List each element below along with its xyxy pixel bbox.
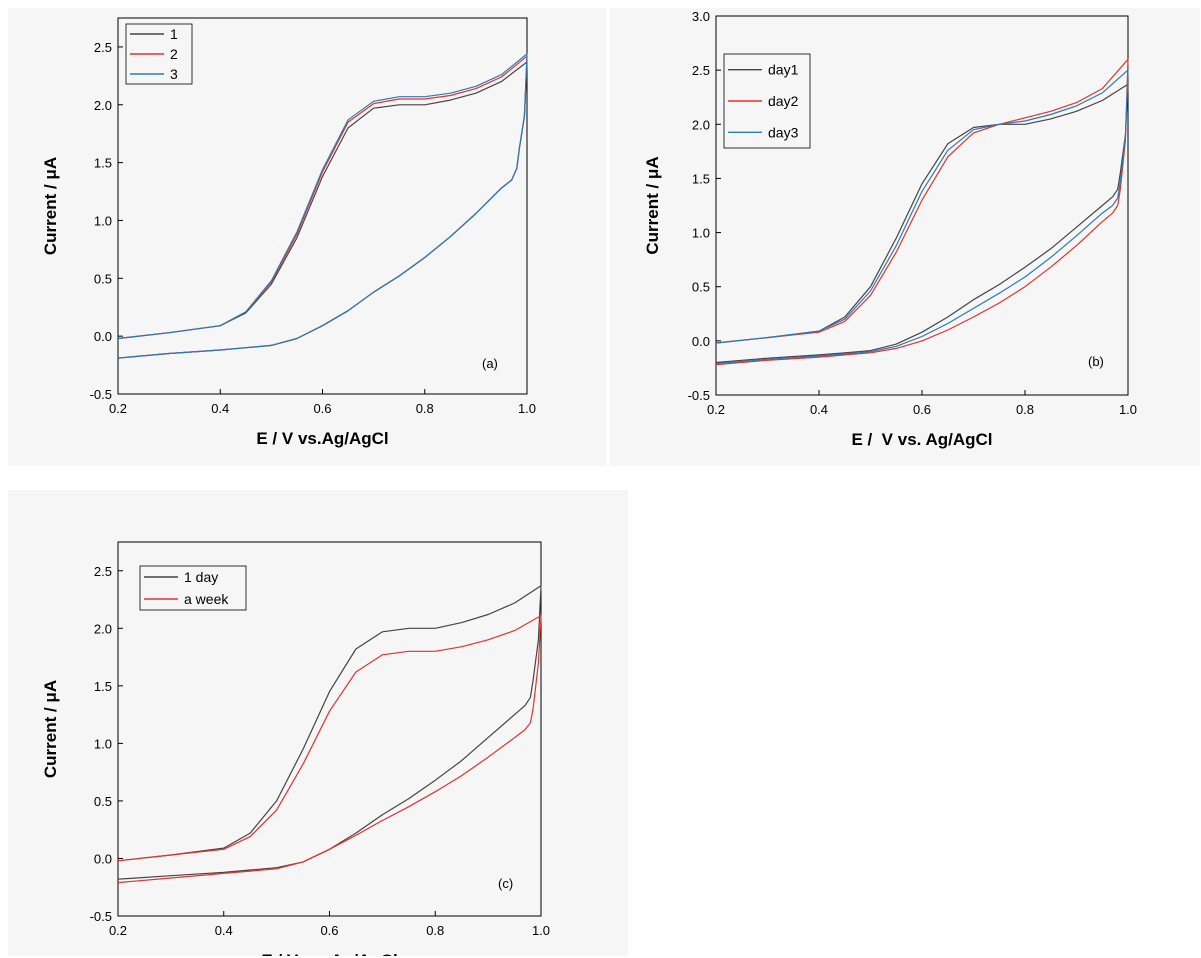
- y-tick-label: 0.5: [692, 280, 710, 295]
- y-axis-title: Current / μA: [643, 156, 662, 254]
- series-line-1: [117, 61, 528, 359]
- y-axis-title: Current / μA: [41, 680, 60, 778]
- x-axis-title: E / V vs. Ag/AgCl: [851, 430, 992, 449]
- y-tick-label: 1.5: [94, 156, 112, 171]
- legend-label: 1 day: [184, 569, 218, 585]
- y-tick-label: 0.0: [94, 329, 112, 344]
- panel-label: (c): [498, 876, 513, 891]
- chart-panel-a: 0.2 0.4 0.6 0.8 1.0 -0.5 0.0 0.5 1.0 1.5 2.0 2.5 E /…: [8, 8, 606, 466]
- x-tick-label: 0.6: [320, 923, 338, 938]
- x-tick-label: 0.2: [109, 401, 127, 416]
- x-tick-label: 0.4: [211, 401, 229, 416]
- y-tick-label: 1.5: [692, 171, 710, 186]
- x-tick-label: 0.8: [426, 923, 444, 938]
- y-tick-label: -0.5: [688, 388, 710, 403]
- y-tick-label: 2.5: [94, 564, 112, 579]
- series-line-3: [117, 53, 528, 359]
- chart-panel-b: 0.2 0.4 0.6 0.8 1.0 -0.5 0.0 0.5 1.0 1.5 2.0 2.5 3.0…: [610, 8, 1200, 466]
- legend-label: day3: [768, 124, 799, 140]
- y-tick-label: 3.0: [692, 9, 710, 24]
- series-line-1-day: [117, 585, 542, 880]
- chart-svg: 0.2 0.4 0.6 0.8 1.0 -0.5 0.0 0.5 1.0 1.5 2.0 2.5 3.0…: [643, 9, 1137, 449]
- y-tick-label: 2.0: [692, 117, 710, 132]
- legend-label: 2: [170, 46, 178, 62]
- legend-label: day1: [768, 62, 799, 78]
- series-line-day3: [715, 69, 1129, 365]
- plot-frame: [117, 17, 528, 395]
- y-tick-label: 1.0: [94, 736, 112, 751]
- y-tick-label: 0.5: [94, 794, 112, 809]
- chart-panel-c: 0.2 0.4 0.6 0.8 1.0 -0.5 0.0 0.5 1.0 1.5 2.0 2.5 E /…: [8, 490, 628, 956]
- series-line-day1: [715, 83, 1129, 364]
- chart-svg: 0.2 0.4 0.6 0.8 1.0 -0.5 0.0 0.5 1.0 1.5 2.0 2.5 E /…: [41, 541, 550, 956]
- x-tick-label: 0.4: [215, 923, 233, 938]
- y-tick-label: -0.5: [90, 909, 112, 924]
- x-tick-label: 1.0: [1119, 402, 1137, 417]
- panel-label: (b): [1088, 354, 1104, 369]
- legend-box: [125, 23, 193, 85]
- y-tick-label: 2.5: [94, 40, 112, 55]
- series-line-a-week: [117, 615, 542, 884]
- legend-label: 3: [170, 66, 178, 82]
- y-tick-label: 2.5: [692, 63, 710, 78]
- chart-svg: 0.2 0.4 0.6 0.8 1.0 -0.5 0.0 0.5 1.0 1.5 2.0 2.5 E /…: [41, 17, 536, 448]
- x-axis-title: E / V vs.Ag/AgCl: [256, 429, 388, 448]
- series-line-2: [117, 55, 528, 359]
- legend-box: [723, 53, 811, 149]
- plot-frame: [117, 541, 542, 917]
- y-axis-title: Current / μA: [41, 157, 60, 255]
- y-tick-label: 1.0: [94, 213, 112, 228]
- y-tick-label: 0.0: [94, 851, 112, 866]
- x-tick-label: 0.2: [707, 402, 725, 417]
- legend-box: [139, 565, 247, 611]
- x-tick-label: 0.4: [810, 402, 828, 417]
- x-tick-label: 1.0: [532, 923, 550, 938]
- y-tick-label: 2.0: [94, 621, 112, 636]
- legend-label: 1: [170, 26, 178, 42]
- x-tick-label: 1.0: [518, 401, 536, 416]
- y-tick-label: 0.0: [692, 334, 710, 349]
- y-tick-label: 1.0: [692, 226, 710, 241]
- x-tick-label: 0.6: [913, 402, 931, 417]
- y-tick-label: 0.5: [94, 271, 112, 286]
- y-tick-label: 2.0: [94, 98, 112, 113]
- y-tick-label: -0.5: [90, 387, 112, 402]
- y-tick-label: 1.5: [94, 679, 112, 694]
- legend-label: a week: [184, 591, 229, 607]
- x-tick-label: 0.2: [109, 923, 127, 938]
- panel-label: (a): [482, 356, 498, 371]
- x-tick-label: 0.8: [1016, 402, 1034, 417]
- series-line-day2: [715, 58, 1129, 366]
- x-tick-label: 0.8: [416, 401, 434, 416]
- legend-label: day2: [768, 93, 799, 109]
- x-tick-label: 0.6: [313, 401, 331, 416]
- x-axis-title: E / V vs. Ag/AgCl: [261, 951, 397, 956]
